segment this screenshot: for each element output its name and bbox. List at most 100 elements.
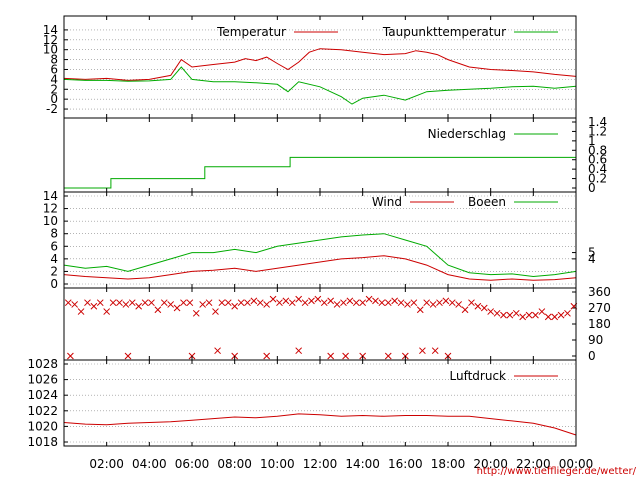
y-tick-label-right: 5 [588, 246, 596, 260]
wind-direction-point [544, 313, 552, 321]
y-tick-label-right: 1 [588, 134, 596, 148]
wind-direction-point [500, 311, 507, 319]
time-axis: 02:00 04:00 06:00 08:00 10:00 12:00 14:00 16:00… [89, 457, 593, 471]
wind-direction-point [468, 299, 475, 307]
wind-direction-point [442, 297, 450, 305]
y-tick-label-right: 0.4 [588, 162, 607, 176]
wind-direction-point [474, 302, 482, 310]
y-tick-label-right: 0 [588, 349, 596, 363]
wind-direction-point [314, 295, 322, 303]
source-url[interactable]: http://www.tiefflieger.de/wetter/ [477, 466, 637, 477]
y-tick-label-right: 270 [588, 301, 611, 315]
wind-direction-point [410, 299, 418, 307]
wind-direction-point [67, 352, 74, 360]
wind-direction-point [448, 299, 456, 307]
y-tick-label-right: 0 [588, 181, 596, 195]
wind-direction-point [295, 295, 303, 303]
wind-direction-point [308, 297, 315, 305]
x-tick-label: 08:00 [217, 457, 252, 471]
wind-direction-point [205, 299, 213, 307]
x-tick-label: 14:00 [345, 457, 380, 471]
wind-direction-point [461, 306, 469, 314]
y-tick-label: 2 [50, 82, 58, 96]
x-tick-label: 12:00 [303, 457, 338, 471]
wind-direction-point [116, 299, 123, 307]
wind-direction-point [384, 352, 392, 360]
y-tick-label: 1018 [27, 435, 58, 449]
y-tick-label-right: 0.6 [588, 153, 607, 167]
wind-direction-point [256, 299, 264, 307]
x-tick-label: 18:00 [431, 457, 466, 471]
x-tick-label: 16:00 [388, 457, 423, 471]
wind-direction-point [493, 309, 501, 317]
y-tick-label: -2 [46, 102, 58, 116]
y-tick-label: 1024 [27, 388, 58, 402]
x-tick-label: 02:00 [89, 457, 124, 471]
wind-direction-point [192, 309, 200, 317]
wind-direction-point [519, 313, 527, 321]
wind-direction-point [218, 299, 226, 307]
wind-direction-point [538, 308, 546, 315]
wind-direction-point [327, 352, 335, 360]
x-tick-label: 20:00 [473, 457, 508, 471]
panel-precipitation: 00.20.40.60.811.21.4 Niederschlag [63, 115, 607, 195]
y-tick-label: 4 [50, 252, 58, 266]
y-tick-label-right: 1.4 [588, 115, 607, 129]
wind-direction-point [419, 347, 426, 355]
wind-direction-point [109, 299, 117, 307]
x-tick-label: 22:00 [516, 457, 551, 471]
wind-direction-point [557, 311, 565, 319]
wind-direction-point [84, 299, 91, 307]
y-tick-label: 2 [50, 264, 58, 278]
wind-direction-point [384, 299, 392, 307]
wind-direction-point [404, 301, 411, 308]
wind-direction-point [333, 301, 341, 308]
wind-direction-point [64, 299, 72, 307]
legend-label: Luftdruck [449, 369, 506, 383]
wind-direction-point [525, 311, 533, 319]
wind-direction-point [96, 299, 104, 307]
wind-direction-point [327, 297, 335, 305]
y-tick-label: 1022 [27, 404, 58, 418]
wind-direction-point [212, 308, 219, 315]
wind-direction-point [199, 301, 207, 308]
wind-direction-point [301, 299, 309, 307]
legend-label: Niederschlag [428, 127, 506, 141]
wind-direction-point [282, 297, 290, 305]
x-tick-label: 04:00 [132, 457, 167, 471]
panel-wind-direction: 0 90 180 270 360 [63, 285, 611, 363]
wind-direction-point [122, 301, 130, 308]
y-tick-label-right: 1.2 [588, 124, 607, 138]
x-tick-label: 00:00 [559, 457, 594, 471]
y-tick-label-right: 360 [588, 285, 611, 299]
wind-direction-point [365, 295, 373, 303]
y-tick-label: 1026 [27, 373, 58, 387]
series-line-temperatur [63, 48, 577, 81]
wind-direction-point [224, 299, 232, 307]
y-tick-label: 1028 [27, 357, 58, 371]
wind-direction-point [416, 306, 424, 314]
wind-direction-point [429, 301, 437, 308]
wind-direction-point [372, 297, 379, 305]
wind-direction-point [359, 299, 367, 307]
wind-direction-point [186, 299, 194, 307]
wind-direction-point [423, 299, 431, 307]
wind-direction-point [231, 302, 239, 310]
wind-direction-point [397, 299, 405, 307]
wind-direction-point [77, 308, 85, 315]
wind-direction-point [320, 299, 328, 307]
wind-direction-point [167, 301, 175, 308]
legend-label: Boeen [468, 195, 506, 209]
wind-direction-point [90, 302, 98, 310]
wind-direction-point [124, 352, 132, 360]
wind-direction-point [128, 299, 136, 307]
legend-label: Temperatur [216, 25, 286, 39]
x-tick-label: 06:00 [175, 457, 210, 471]
y-tick-label: 8 [50, 227, 58, 241]
legend-label: Wind [372, 195, 402, 209]
wind-direction-point [436, 299, 443, 307]
series-line-niederschlag [64, 156, 576, 189]
wind-direction-point [342, 352, 349, 360]
